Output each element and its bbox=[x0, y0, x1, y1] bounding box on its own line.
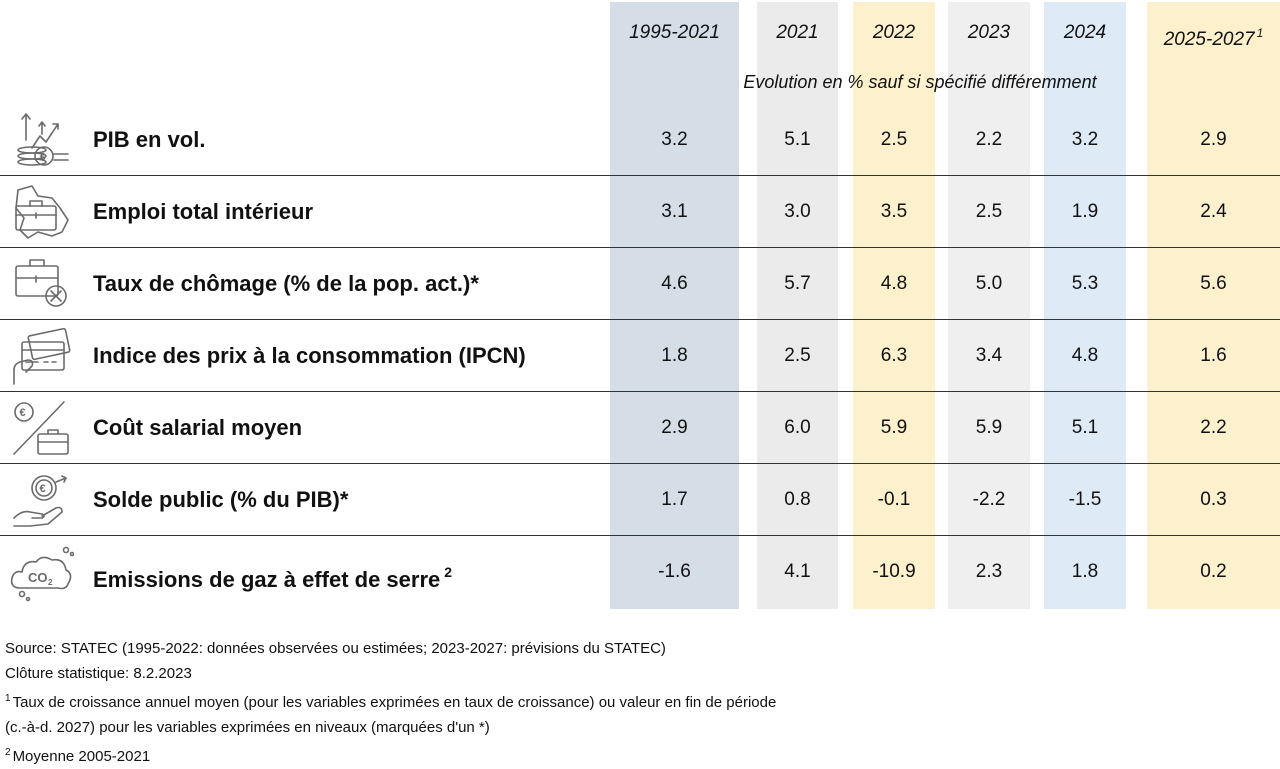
cell-1995-2021: 3.2 bbox=[661, 129, 688, 150]
row-label: Taux de chômage (% de la pop. act.)* bbox=[93, 271, 479, 296]
cell-2025-2027: 2.2 bbox=[1200, 417, 1227, 438]
cell-2024: -1.5 bbox=[1068, 489, 1102, 510]
column-header-2023: 2023 bbox=[967, 22, 1011, 43]
svg-text:2: 2 bbox=[48, 578, 53, 587]
footnote-1-continued: (c.-à-d. 2027) pour les variables exprim… bbox=[5, 719, 490, 736]
cell-2022: -0.1 bbox=[877, 489, 911, 510]
cell-2023: 3.4 bbox=[975, 345, 1003, 366]
cell-2021: 6.0 bbox=[784, 417, 811, 438]
row-label: Indice des prix à la consommation (IPCN) bbox=[93, 343, 526, 368]
cell-2022: 5.9 bbox=[880, 417, 908, 438]
row-label: PIB en vol. bbox=[93, 127, 206, 152]
cell-2021: 2.5 bbox=[784, 345, 811, 366]
footnote-1: 1 Taux de croissance annuel moyen (pour l… bbox=[5, 693, 777, 711]
table-row-emploi: Emploi total intérieur 3.1 3.0 3.5 2.5 1… bbox=[0, 176, 1280, 248]
cell-1995-2021: 2.9 bbox=[661, 417, 688, 438]
column-header-2022: 2022 bbox=[872, 22, 916, 43]
table-row-pib: € PIB en vol. 3.2 5.1 2.5 2.2 3.2 2.9 bbox=[0, 104, 1280, 176]
row-divider bbox=[0, 319, 1280, 320]
row-label: Solde public (% du PIB)* bbox=[93, 487, 349, 512]
cell-2025-2027: 5.6 bbox=[1200, 273, 1227, 294]
cell-2025-2027: 0.2 bbox=[1200, 561, 1227, 582]
cloture-note: Clôture statistique: 8.2.2023 bbox=[5, 665, 192, 682]
euro-briefcase-icon: € bbox=[8, 398, 74, 458]
cell-2023: 2.2 bbox=[975, 129, 1003, 150]
column-bg-2021 bbox=[757, 2, 838, 609]
row-divider bbox=[0, 535, 1280, 536]
table-row-chomage: Taux de chômage (% de la pop. act.)* 4.6… bbox=[0, 248, 1280, 320]
cell-2023: -2.2 bbox=[972, 489, 1006, 510]
footnote-2: 2 Moyenne 2005-2021 bbox=[5, 747, 151, 765]
cell-2022: -10.9 bbox=[872, 561, 916, 582]
cell-2021: 4.1 bbox=[784, 561, 811, 582]
table-row-emissions: CO 2 Emissions de gaz à effet de serre 2 … bbox=[0, 536, 1280, 608]
cell-2021: 5.7 bbox=[784, 273, 811, 294]
column-header-1995-2021: 1995-2021 bbox=[629, 22, 720, 43]
cell-2024: 5.1 bbox=[1071, 417, 1099, 438]
cell-2025-2027: 1.6 bbox=[1200, 345, 1227, 366]
cell-2024: 1.8 bbox=[1071, 561, 1099, 582]
row-label: Emploi total intérieur bbox=[93, 199, 314, 224]
cell-2024: 3.2 bbox=[1071, 129, 1099, 150]
credit-card-icon bbox=[8, 326, 74, 386]
row-label: Coût salarial moyen bbox=[93, 415, 303, 440]
cell-2022: 6.3 bbox=[880, 345, 908, 366]
column-bg-2025-2027 bbox=[1147, 2, 1280, 609]
table-row-ipcn: Indice des prix à la consommation (IPCN)… bbox=[0, 320, 1280, 392]
cell-2025-2027: 0.3 bbox=[1200, 489, 1227, 510]
row-divider bbox=[0, 391, 1280, 392]
footnote-marker: 1 bbox=[1256, 26, 1264, 40]
cell-2024: 4.8 bbox=[1071, 345, 1099, 366]
euro-hand-icon: € bbox=[8, 470, 74, 530]
cell-2023: 2.3 bbox=[975, 561, 1003, 582]
column-header-2024: 2024 bbox=[1063, 22, 1107, 43]
row-divider bbox=[0, 247, 1280, 248]
briefcase-map-icon bbox=[8, 182, 74, 242]
cell-2022: 4.8 bbox=[880, 273, 908, 294]
svg-text:€: € bbox=[20, 407, 26, 419]
footer-notes: Source: STATEC (1995-2022: données obser… bbox=[5, 636, 776, 769]
cell-1995-2021: -1.6 bbox=[658, 561, 691, 582]
cell-2023: 2.5 bbox=[975, 201, 1003, 222]
cell-2023: 5.0 bbox=[975, 273, 1003, 294]
cell-2025-2027: 2.9 bbox=[1200, 129, 1227, 150]
unemployment-icon bbox=[8, 254, 74, 314]
column-bg-2023 bbox=[948, 2, 1030, 609]
svg-text:CO: CO bbox=[28, 570, 48, 585]
column-header-2025-2027: 2025-2027 1 bbox=[1163, 26, 1264, 50]
column-bg-2022 bbox=[853, 2, 935, 609]
unit-note: Evolution en % sauf si spécifié différem… bbox=[743, 72, 1097, 92]
cell-1995-2021: 1.8 bbox=[661, 345, 688, 366]
cell-2021: 5.1 bbox=[784, 129, 811, 150]
cell-2024: 5.3 bbox=[1071, 273, 1099, 294]
table-row-solde-public: € Solde public (% du PIB)* 1.7 0.8 -0.1 … bbox=[0, 464, 1280, 536]
row-label: Emissions de gaz à effet de serre 2 bbox=[93, 564, 453, 592]
svg-text:€: € bbox=[40, 152, 46, 163]
co2-cloud-icon: CO 2 bbox=[8, 542, 75, 602]
cell-2021: 0.8 bbox=[784, 489, 811, 510]
svg-text:€: € bbox=[40, 483, 46, 495]
cell-1995-2021: 4.6 bbox=[661, 273, 688, 294]
column-header-2021: 2021 bbox=[776, 22, 819, 43]
cell-2022: 2.5 bbox=[880, 129, 908, 150]
column-bg-1995-2021 bbox=[610, 2, 739, 609]
cell-2023: 5.9 bbox=[975, 417, 1003, 438]
source-note: Source: STATEC (1995-2022: données obser… bbox=[5, 640, 666, 657]
cell-2025-2027: 2.4 bbox=[1200, 201, 1227, 222]
cell-1995-2021: 3.1 bbox=[661, 201, 688, 222]
table-row-cout-salarial: € Coût salarial moyen 2.9 6.0 5.9 5.9 5.… bbox=[0, 392, 1280, 464]
cell-2022: 3.5 bbox=[880, 201, 908, 222]
footnote-marker: 2 bbox=[444, 564, 453, 580]
row-divider bbox=[0, 175, 1280, 176]
cell-2021: 3.0 bbox=[784, 201, 811, 222]
row-divider bbox=[0, 463, 1280, 464]
gdp-growth-icon: € bbox=[8, 110, 74, 170]
cell-1995-2021: 1.7 bbox=[661, 489, 688, 510]
column-bg-2024 bbox=[1044, 2, 1126, 609]
cell-2024: 1.9 bbox=[1071, 201, 1099, 222]
